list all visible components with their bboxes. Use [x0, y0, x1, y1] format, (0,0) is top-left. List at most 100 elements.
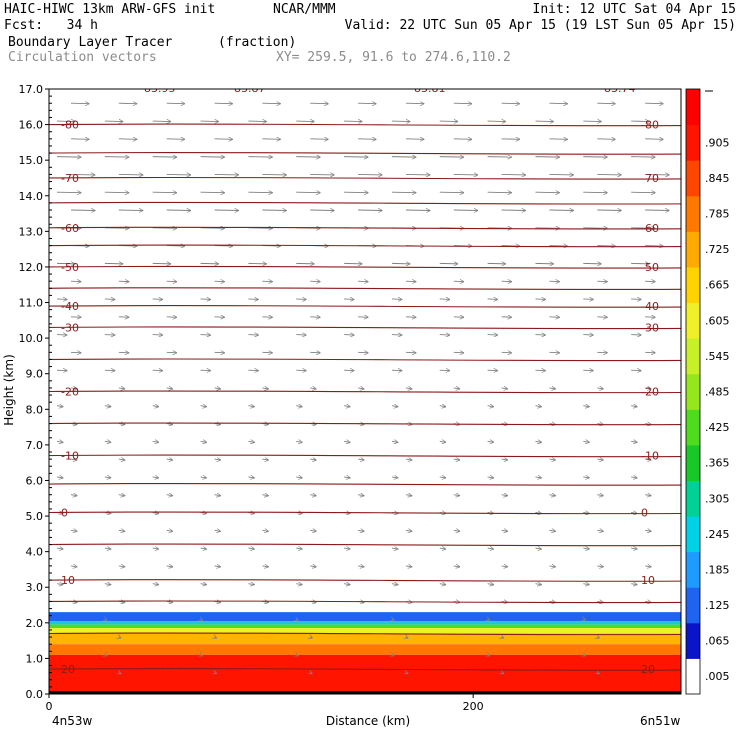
wind-vector: [104, 299, 115, 300]
contour-label: 0: [61, 507, 68, 520]
wind-vector: [597, 388, 603, 389]
wind-vector: [406, 637, 408, 638]
wind-vector: [535, 477, 541, 478]
wind-vector: [296, 477, 302, 478]
field-units: (fraction): [218, 35, 297, 50]
temperature-contour: [49, 422, 681, 426]
wind-vector: [262, 103, 280, 104]
tracer-band: [49, 621, 681, 625]
temperature-contour: [49, 632, 681, 636]
wind-vector: [645, 459, 651, 460]
wind-vector: [152, 121, 171, 122]
tracer-band: [49, 654, 681, 694]
wind-vector: [56, 370, 67, 371]
wind-vector: [439, 121, 458, 122]
wind-vector: [405, 103, 424, 104]
colorbar-label: .305: [705, 492, 730, 505]
wind-vector: [166, 566, 173, 567]
contour-label: -30: [61, 321, 79, 334]
wind-vector: [631, 406, 637, 407]
wind-vector: [296, 584, 302, 585]
wind-vector: [296, 335, 306, 336]
colorbar-swatch: [686, 551, 700, 588]
wind-vector: [118, 495, 125, 496]
wind-vector: [453, 139, 472, 140]
wind-vector: [583, 121, 601, 122]
temperature-contour: [49, 326, 681, 330]
wind-vector: [310, 281, 320, 282]
wind-vector: [214, 210, 239, 211]
wind-vector: [105, 655, 107, 656]
wind-vector: [358, 210, 382, 211]
y-tick-label: 9.0: [26, 368, 44, 381]
y-tick-label: 5.0: [26, 510, 44, 523]
wind-vector: [118, 317, 129, 318]
wind-vector: [56, 477, 63, 478]
wind-vector: [166, 424, 173, 425]
wind-vector: [391, 299, 402, 300]
wind-vector: [118, 388, 125, 389]
wind-vector: [152, 263, 171, 264]
wind-vector: [549, 139, 567, 140]
wind-vector: [344, 406, 350, 407]
y-tick-label: 14.0: [19, 190, 44, 203]
tracer-band: [49, 624, 681, 629]
tracer-band: [49, 628, 681, 634]
wind-vector: [391, 157, 416, 158]
field-name: Boundary Layer Tracer: [8, 35, 173, 50]
tracer-band: [49, 633, 681, 645]
wind-vector: [501, 495, 508, 496]
vector-label: Circulation vectors: [8, 50, 157, 65]
wind-vector: [453, 352, 464, 353]
wind-vector: [344, 121, 362, 122]
x-tick-label: 0: [46, 700, 53, 713]
wind-vector: [535, 157, 559, 158]
contour-label: 20: [641, 663, 655, 676]
wind-vector: [631, 263, 649, 264]
colorbar-label: .185: [705, 563, 730, 576]
wind-vector: [597, 210, 621, 211]
wind-vector: [344, 299, 354, 300]
wind-vector: [487, 584, 494, 585]
wind-vector: [405, 352, 416, 353]
wind-vector: [583, 157, 607, 158]
wind-vector: [549, 388, 555, 389]
wind-vector: [344, 441, 350, 442]
wind-vector: [104, 584, 111, 585]
colorbar-swatch: [686, 373, 700, 410]
wind-vector: [214, 495, 221, 496]
wind-vector: [549, 103, 567, 104]
wind-vector: [248, 477, 254, 478]
wind-vector: [405, 317, 416, 318]
wind-vector: [344, 157, 368, 158]
tracer-band: [49, 612, 681, 622]
wind-vector: [200, 192, 225, 193]
wind-vector: [645, 174, 669, 175]
wind-vector: [104, 548, 111, 549]
wind-vector: [487, 192, 512, 193]
wind-vector: [214, 601, 221, 602]
wind-vector: [310, 352, 320, 353]
wind-vector: [583, 655, 585, 656]
colorbar-swatch: [686, 231, 700, 268]
wind-vector: [214, 352, 225, 353]
wind-vector: [583, 477, 589, 478]
wind-vector: [262, 530, 268, 531]
y-tick-label: 4.0: [26, 546, 44, 559]
wind-vector: [166, 139, 185, 140]
contour-label: -40: [641, 300, 659, 313]
wind-vector: [310, 388, 316, 389]
y-tick-label: 17.0: [19, 83, 44, 96]
colorbar-label: .725: [705, 243, 730, 256]
wind-vector: [597, 673, 599, 674]
wind-vector: [215, 637, 217, 638]
wind-vector: [535, 299, 545, 300]
wind-vector: [358, 174, 382, 175]
wind-vector: [248, 406, 254, 407]
top-contour-label: -83.74: [600, 82, 635, 95]
wind-vector: [344, 477, 350, 478]
wind-vector: [56, 584, 63, 585]
colorbar-swatch: [686, 444, 700, 481]
wind-vector: [56, 299, 67, 300]
wind-vector: [631, 157, 655, 158]
